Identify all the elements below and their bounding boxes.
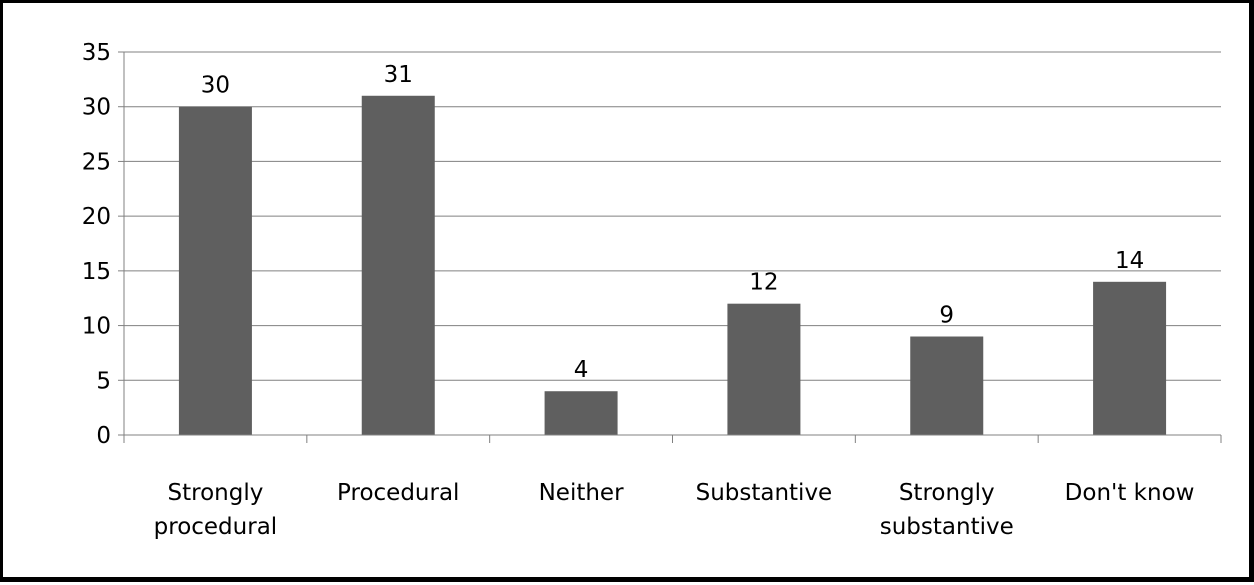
x-category-label-line: Strongly [899, 480, 995, 506]
bar-chart: 0 5 10 15 20 25 30 35 30 31 4 12 9 14 Strongly proced… [82, 40, 1222, 540]
y-tick-label: 25 [82, 149, 111, 175]
bar [1093, 281, 1167, 435]
x-category-label: Neither [539, 480, 624, 506]
bar [178, 106, 252, 435]
x-category-label: Strongly substantive [880, 480, 1014, 540]
x-category-label-line: Neither [539, 480, 624, 506]
data-label: 30 [201, 73, 230, 99]
x-category-label: Don't know [1065, 480, 1195, 506]
bar [544, 391, 618, 435]
category-labels: Strongly procedural Procedural Neither Subst… [154, 480, 1195, 540]
x-category-label-line: Strongly [168, 480, 264, 506]
data-label: 4 [574, 357, 589, 383]
x-category-label-line: Substantive [696, 480, 833, 506]
y-tick-label: 15 [82, 259, 111, 285]
y-tick-label: 30 [82, 95, 111, 121]
y-tick-labels: 0 5 10 15 20 25 30 35 [82, 40, 111, 449]
data-labels: 30 31 4 12 9 14 [201, 62, 1144, 383]
data-label: 31 [384, 62, 413, 88]
gridlines [124, 51, 1221, 381]
data-label: 14 [1115, 248, 1144, 274]
x-category-label: Substantive [696, 480, 833, 506]
data-label: 9 [939, 303, 954, 329]
x-category-label-line: Don't know [1065, 480, 1195, 506]
y-tick-label: 35 [82, 40, 111, 66]
y-tick-label: 0 [96, 423, 111, 449]
y-tick-label: 5 [96, 368, 111, 394]
y-tick-label: 20 [82, 204, 111, 230]
x-category-label-line: Procedural [337, 480, 459, 506]
bar [361, 95, 435, 436]
axes [118, 51, 1222, 443]
x-category-label: Strongly procedural [154, 480, 278, 540]
data-label: 12 [749, 270, 778, 296]
bars [178, 95, 1167, 436]
x-category-label-line: substantive [880, 514, 1014, 540]
bar [727, 303, 801, 435]
bar [910, 336, 984, 435]
x-category-label: Procedural [337, 480, 459, 506]
x-category-label-line: procedural [154, 514, 278, 540]
y-tick-label: 10 [82, 314, 111, 340]
